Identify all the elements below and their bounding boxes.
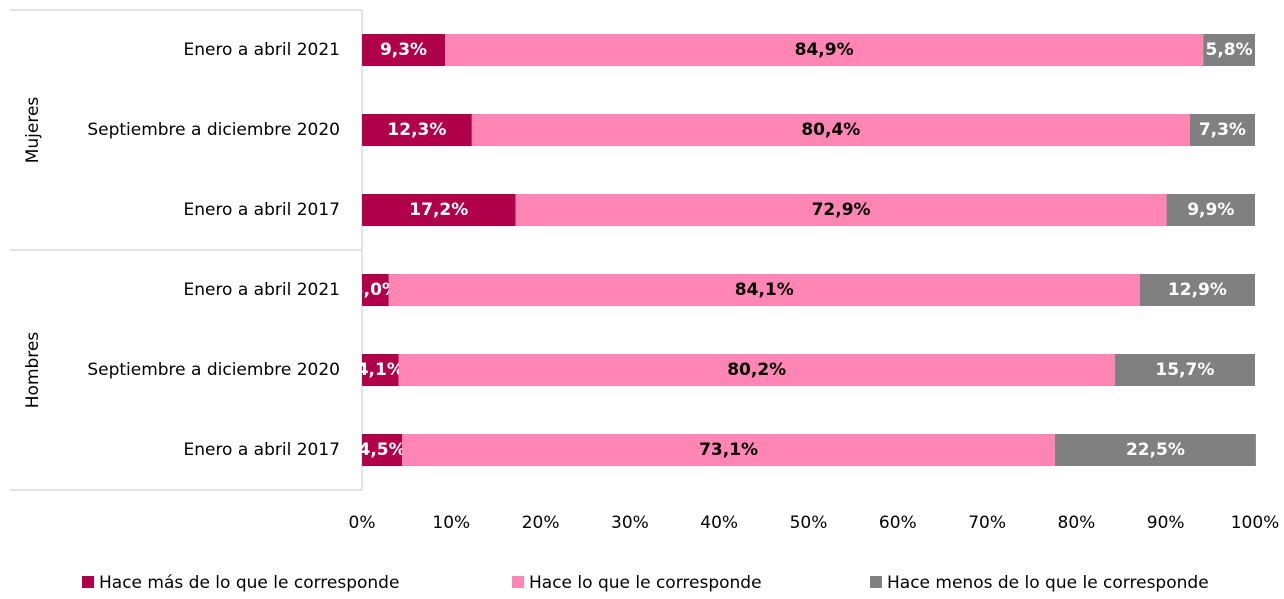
- data-label: 12,9%: [1168, 280, 1227, 300]
- data-label: 80,4%: [801, 120, 860, 140]
- data-label: 80,2%: [727, 360, 786, 380]
- legend-swatch: [82, 576, 94, 588]
- bar-segment: [1166, 194, 1255, 226]
- bar-segment: [362, 34, 446, 66]
- category-label: Enero a abril 2017: [183, 440, 340, 460]
- x-tick-label: 40%: [700, 513, 738, 533]
- bar-segment: [445, 34, 1204, 66]
- group-label: Mujeres: [23, 97, 43, 164]
- category-label: Enero a abril 2017: [183, 200, 340, 220]
- x-tick-label: 100%: [1231, 513, 1280, 533]
- data-label: 72,9%: [812, 200, 871, 220]
- data-label: 9,3%: [380, 40, 427, 60]
- legend-label: Hace lo que le corresponde: [529, 573, 762, 593]
- bar-segment: [471, 114, 1190, 146]
- data-label: 84,9%: [795, 40, 854, 60]
- data-label: 3,0%: [352, 280, 399, 300]
- x-tick-label: 50%: [790, 513, 828, 533]
- legend-label: Hace más de lo que le corresponde: [99, 573, 399, 593]
- legend-swatch: [870, 576, 882, 588]
- x-tick-label: 60%: [879, 513, 917, 533]
- bar-segment: [515, 194, 1167, 226]
- data-label: 4,5%: [359, 440, 406, 460]
- data-label: 12,3%: [387, 120, 446, 140]
- category-label: Enero a abril 2021: [183, 40, 340, 60]
- bar-segment: [402, 434, 1055, 466]
- bar-segment: [398, 354, 1115, 386]
- bar-segment: [1139, 274, 1255, 306]
- data-label: 7,3%: [1199, 120, 1246, 140]
- bar-segment: [362, 434, 403, 466]
- group-label: Hombres: [23, 332, 43, 409]
- bar-segment: [1054, 434, 1256, 466]
- category-label: Septiembre a diciembre 2020: [87, 120, 340, 140]
- x-tick-label: 70%: [968, 513, 1006, 533]
- x-tick-label: 80%: [1058, 513, 1096, 533]
- data-label: 84,1%: [735, 280, 794, 300]
- data-label: 4,1%: [357, 360, 404, 380]
- category-label: Septiembre a diciembre 2020: [87, 360, 340, 380]
- data-label: 9,9%: [1187, 200, 1234, 220]
- bar-segment: [362, 114, 472, 146]
- data-label: 17,2%: [409, 200, 468, 220]
- legend-label: Hace menos de lo que le corresponde: [887, 573, 1209, 593]
- bar-segment: [1114, 354, 1255, 386]
- data-label: 5,8%: [1206, 40, 1253, 60]
- bar-segment: [1203, 34, 1255, 66]
- category-label: Enero a abril 2021: [183, 280, 340, 300]
- data-label: 15,7%: [1155, 360, 1214, 380]
- x-tick-label: 20%: [522, 513, 560, 533]
- bar-segment: [362, 274, 389, 306]
- bar-segment: [388, 274, 1140, 306]
- x-tick-label: 10%: [432, 513, 470, 533]
- legend-swatch: [512, 576, 524, 588]
- bar-segment: [362, 354, 399, 386]
- x-tick-label: 0%: [349, 513, 376, 533]
- bar-segment: [362, 194, 516, 226]
- x-tick-label: 90%: [1147, 513, 1185, 533]
- bar-segment: [1189, 114, 1255, 146]
- x-tick-label: 30%: [611, 513, 649, 533]
- data-label: 73,1%: [699, 440, 758, 460]
- data-label: 22,5%: [1126, 440, 1185, 460]
